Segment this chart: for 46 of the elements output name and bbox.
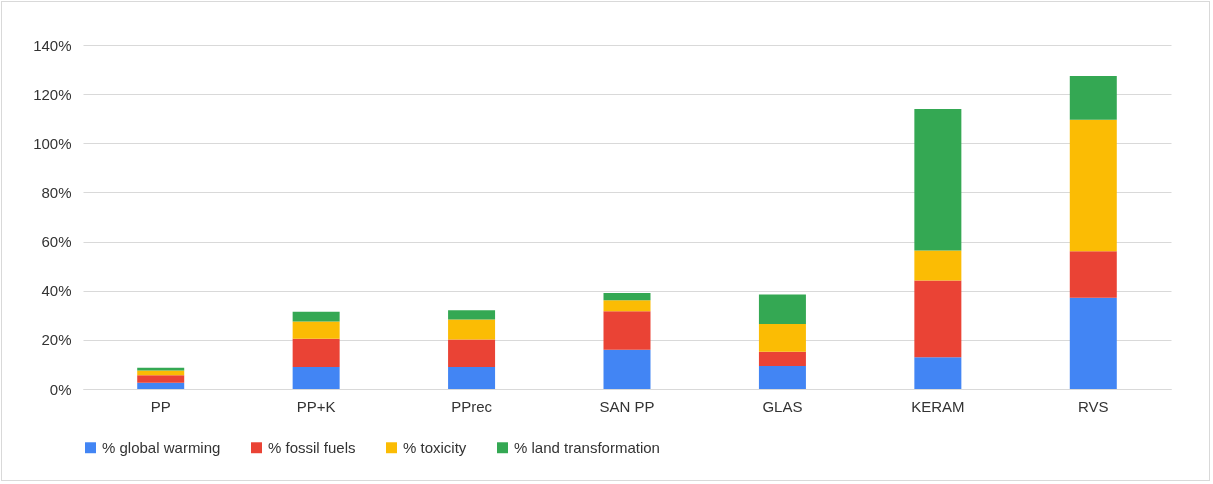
x-tick-label: PPrec — [451, 397, 493, 415]
bar — [603, 292, 651, 301]
bar — [1069, 297, 1117, 389]
y-tick-label: 0% — [49, 380, 72, 398]
bar — [137, 382, 185, 389]
x-tick-label: GLAS — [762, 397, 803, 415]
x-tick-label: PP+K — [296, 397, 336, 415]
legend-label: % global warming — [102, 438, 221, 456]
bar — [603, 311, 651, 350]
bar — [292, 311, 340, 322]
bar — [448, 319, 496, 340]
bar — [448, 366, 496, 389]
bar — [603, 349, 651, 389]
y-tick-label: 120% — [33, 85, 72, 103]
y-tick-label: 100% — [33, 134, 72, 152]
legend-label: % land transformation — [514, 438, 660, 456]
bar — [914, 357, 962, 389]
bar — [1069, 75, 1117, 120]
legend-label: % fossil fuels — [268, 438, 356, 456]
bar — [914, 108, 962, 251]
bar — [292, 366, 340, 389]
bar — [137, 375, 185, 383]
y-tick-label: 80% — [41, 183, 72, 201]
bar — [448, 310, 496, 320]
y-tick-label: 20% — [41, 331, 72, 349]
y-tick-label: 60% — [41, 233, 72, 251]
x-tick-label: PP — [150, 397, 171, 415]
bar — [758, 351, 806, 366]
bar — [914, 280, 962, 358]
bar — [758, 323, 806, 352]
legend-label: % toxicity — [403, 438, 467, 456]
bar — [603, 300, 651, 312]
bar — [1069, 119, 1117, 252]
y-tick-label: 40% — [41, 282, 72, 300]
bar — [448, 339, 496, 367]
x-tick-label: SAN PP — [599, 397, 655, 415]
bar — [758, 365, 806, 389]
bar — [292, 338, 340, 367]
bar — [1069, 251, 1117, 298]
bar — [758, 294, 806, 324]
bar — [914, 250, 962, 281]
x-tick-label: KERAM — [911, 397, 965, 415]
bar — [292, 321, 340, 339]
bar — [137, 367, 185, 371]
y-tick-label: 140% — [33, 36, 72, 54]
x-tick-label: RVS — [1078, 397, 1109, 415]
